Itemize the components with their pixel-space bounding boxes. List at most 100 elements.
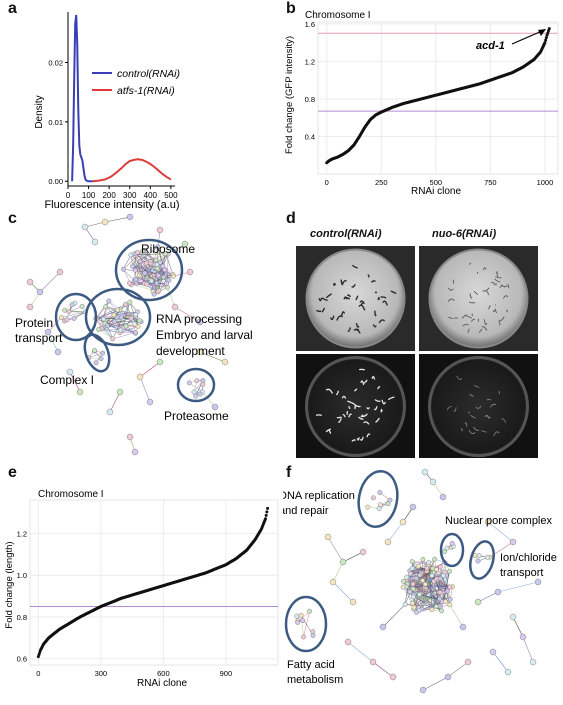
network-edge xyxy=(372,661,394,678)
worm xyxy=(371,375,376,380)
network-edge xyxy=(439,578,446,602)
network-node xyxy=(126,280,132,286)
worm xyxy=(377,386,381,390)
worm xyxy=(378,319,385,324)
network-edge xyxy=(139,376,151,403)
network-node xyxy=(444,673,452,681)
network-node xyxy=(307,608,312,614)
network-edge xyxy=(98,320,140,330)
x-tick-label: 250 xyxy=(375,178,388,187)
network-node xyxy=(433,604,439,609)
network-edge xyxy=(387,521,404,543)
network-node xyxy=(437,589,443,595)
network-edge xyxy=(139,246,159,262)
panel-c-network: Ribosome RNA processing Embryo and larva… xyxy=(15,213,253,456)
x-tick-label: 400 xyxy=(144,191,158,200)
network-node xyxy=(151,291,157,297)
network-node xyxy=(81,223,89,231)
network-node xyxy=(404,574,410,580)
label-nuclear-pore: Nuclear pore complex xyxy=(445,515,552,527)
network-node xyxy=(131,448,139,456)
network-edge xyxy=(39,271,61,293)
network-node xyxy=(211,403,219,411)
network-node xyxy=(79,303,85,309)
network-node xyxy=(509,538,517,546)
network-node xyxy=(163,251,169,257)
network-node xyxy=(127,299,133,305)
worm xyxy=(358,304,366,311)
network-node xyxy=(156,358,164,366)
network-node xyxy=(475,558,481,564)
network-node xyxy=(221,358,229,366)
network-node xyxy=(300,618,306,623)
network-node xyxy=(66,368,74,376)
network-node xyxy=(155,273,161,278)
worm xyxy=(366,407,370,410)
network-node xyxy=(157,259,163,265)
worm xyxy=(380,408,383,413)
network-node xyxy=(62,307,68,313)
x-tick-label: 900 xyxy=(220,669,233,678)
cluster-ring-complex-i xyxy=(83,333,111,373)
worm xyxy=(375,417,380,423)
worm xyxy=(380,296,387,299)
network-node xyxy=(106,408,114,416)
network-node xyxy=(92,348,97,353)
network-edge xyxy=(104,216,131,223)
network-node xyxy=(171,303,179,311)
worm xyxy=(321,307,326,313)
data-point xyxy=(544,36,548,40)
y-tick-label: 0.00 xyxy=(48,177,63,186)
network-edge xyxy=(347,641,374,663)
network-edge xyxy=(153,269,165,295)
network-node xyxy=(101,316,106,322)
network-edge xyxy=(332,561,344,583)
panel-f-network: DNA replication and repair Nuclear pore … xyxy=(283,468,557,694)
network-node xyxy=(509,613,517,621)
network-node xyxy=(464,658,472,666)
x-tick-label: 0 xyxy=(36,669,40,678)
worm xyxy=(446,405,452,410)
network-node xyxy=(437,576,443,581)
worm xyxy=(359,300,365,305)
worm xyxy=(479,328,483,333)
x-tick-label: 0 xyxy=(325,178,329,187)
network-edge xyxy=(193,380,204,393)
network-node xyxy=(310,632,316,638)
network-edge xyxy=(109,391,121,413)
worm xyxy=(360,436,364,441)
data-point xyxy=(543,41,547,45)
worm xyxy=(495,276,502,279)
label-rna-processing: RNA processing xyxy=(156,312,242,326)
worm xyxy=(381,399,386,405)
label-proteasome: Proteasome xyxy=(164,409,229,423)
network-node xyxy=(447,584,453,590)
y-tick-label: 1.0 xyxy=(17,571,27,580)
network-edge xyxy=(137,252,158,265)
network-edge xyxy=(144,264,158,274)
annotation-arrow-head xyxy=(538,29,546,36)
network-node xyxy=(130,263,136,269)
network-node xyxy=(54,348,62,356)
worm xyxy=(356,437,360,441)
network-node xyxy=(196,318,204,326)
network-edge xyxy=(416,578,441,593)
network-edge xyxy=(439,578,451,600)
panel-b-scatter-chart: Chromosome I 0 250 500 750 10000.40.81.21.6 … xyxy=(284,10,559,197)
panel-d-plates xyxy=(296,246,538,458)
cluster-ring-ribosome xyxy=(114,238,184,302)
worm xyxy=(494,308,496,312)
worm xyxy=(355,322,360,328)
network-edge xyxy=(107,309,121,326)
worm xyxy=(488,305,491,310)
network-node xyxy=(116,388,124,396)
worm xyxy=(468,301,476,304)
worm xyxy=(372,324,377,328)
network-node xyxy=(377,490,383,495)
network-node xyxy=(379,623,387,631)
worm xyxy=(341,311,345,316)
network-node xyxy=(126,433,134,441)
cluster-ring-nuclear-pore xyxy=(439,532,465,568)
network-node xyxy=(429,478,437,486)
worm xyxy=(448,287,454,291)
